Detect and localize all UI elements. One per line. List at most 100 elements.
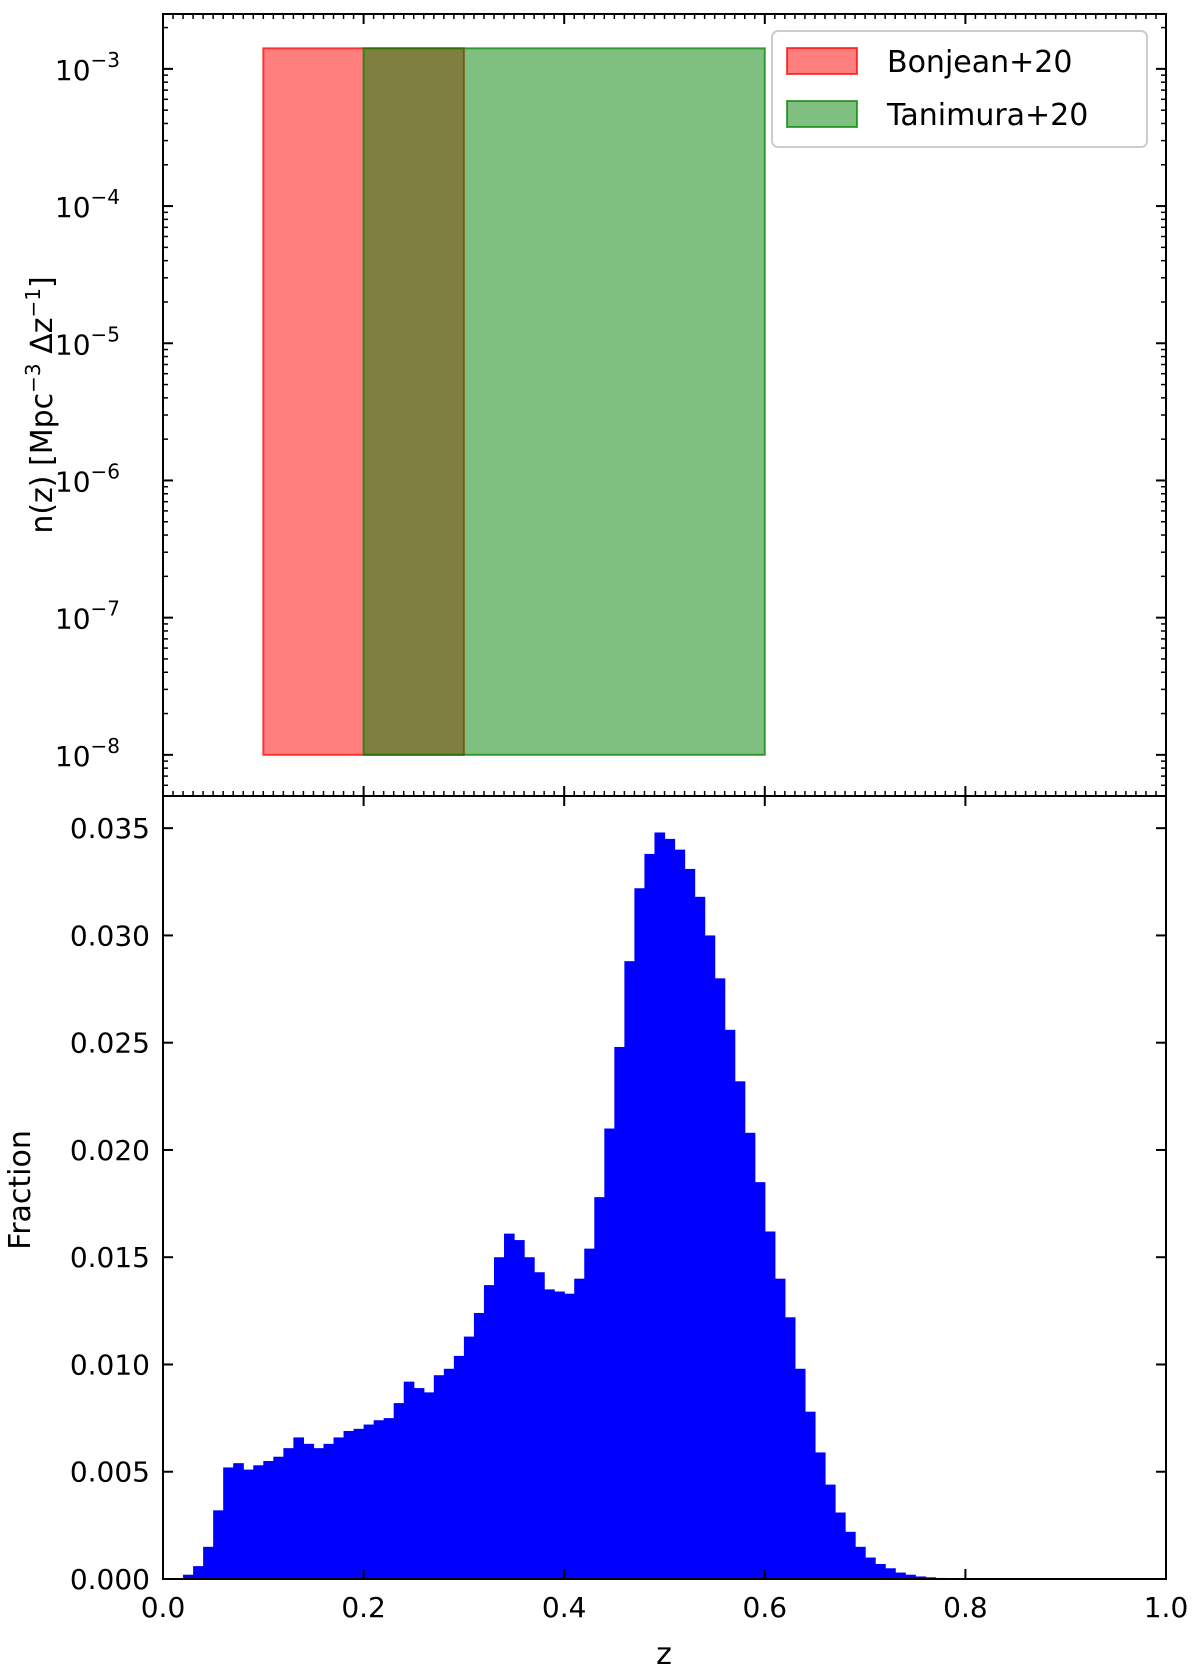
histogram-bar [403, 1381, 415, 1579]
histogram-bar [554, 1291, 565, 1579]
bottom-x-tick-label: 0.8 [943, 1591, 988, 1624]
histogram-bar [283, 1448, 294, 1579]
histogram-bar [905, 1574, 916, 1579]
histogram-bar [604, 1128, 615, 1579]
bottom-x-tick-label: 0.0 [141, 1591, 186, 1624]
top-y-tick-label: 10−7 [55, 597, 120, 636]
histogram-bar [584, 1248, 595, 1579]
histogram-bar [203, 1546, 214, 1579]
histogram-bar [363, 1424, 375, 1579]
histogram-bar [915, 1576, 926, 1579]
histogram-bar [293, 1437, 305, 1579]
histogram-bar [393, 1403, 405, 1579]
shaded-regions [262, 47, 766, 756]
bottom-axis-ticks: 0.000 0.005 0.010 0.015 0.020 0.025 0.030 0.035… [70, 796, 1188, 1624]
bottom-x-tick-label: 0.2 [341, 1591, 386, 1624]
histogram-bar [724, 1029, 736, 1579]
histogram-bar [213, 1510, 224, 1579]
histogram-bar [343, 1430, 355, 1579]
top-y-axis-label: n(z) [Mpc−3 Δz−1] [21, 276, 60, 533]
histogram-bar [534, 1272, 545, 1579]
histogram-bar [885, 1568, 896, 1579]
histogram-bar [263, 1461, 274, 1579]
histogram-bar [754, 1182, 766, 1579]
histogram-bar [564, 1293, 575, 1579]
histogram-bar [243, 1469, 254, 1579]
fraction-histogram-bars [183, 832, 977, 1579]
histogram-bar [744, 1132, 756, 1579]
histogram-bar [784, 1317, 796, 1579]
histogram-bar [524, 1257, 535, 1579]
histogram-bar [764, 1231, 776, 1579]
histogram-bar [303, 1443, 315, 1579]
bottom-x-tick-label: 0.4 [542, 1591, 587, 1624]
bottom-y-tick-label: 0.000 [70, 1563, 150, 1596]
histogram-bar [183, 1574, 194, 1579]
histogram-bar [654, 832, 666, 1579]
histogram-bar [373, 1420, 385, 1579]
legend: Bonjean+20 Tanimura+20 [771, 30, 1148, 148]
histogram-bar [443, 1368, 455, 1579]
top-y-tick-label: 10−3 [55, 48, 120, 87]
top-y-tick-label: 10−6 [55, 459, 120, 498]
histogram-bar [594, 1197, 605, 1579]
top-y-tick-label: 10−5 [55, 322, 120, 361]
histogram-bar [383, 1418, 395, 1579]
histogram-bar [794, 1368, 806, 1579]
bottom-x-axis-label: z [656, 1637, 672, 1672]
histogram-bar [865, 1557, 876, 1579]
histogram-bar [704, 935, 716, 1579]
histogram-bar [664, 838, 676, 1579]
histogram-bar [614, 1046, 625, 1579]
histogram-bar [463, 1336, 475, 1579]
bottom-y-tick-label: 0.035 [70, 812, 150, 845]
histogram-bar [473, 1312, 485, 1579]
legend-label-tanimura: Tanimura+20 [886, 98, 1088, 133]
histogram-bar [774, 1278, 786, 1579]
bottom-x-tick-label: 1.0 [1144, 1591, 1189, 1624]
bottom-y-tick-label: 0.020 [70, 1134, 150, 1167]
shaded-region-tanimura-20 [362, 47, 766, 756]
top-y-tick-label: 10−8 [55, 734, 120, 773]
histogram-bar [433, 1375, 445, 1579]
histogram-bar [453, 1355, 465, 1579]
legend-swatch-bonjean [786, 47, 858, 75]
bottom-x-tick-label: 0.6 [743, 1591, 788, 1624]
histogram-bar [895, 1572, 906, 1579]
legend-swatch-tanimura [786, 100, 858, 128]
histogram-bar [413, 1388, 425, 1579]
histogram-bar [323, 1443, 335, 1579]
bottom-y-tick-label: 0.025 [70, 1027, 150, 1060]
histogram-bar [814, 1452, 826, 1579]
histogram-bar [694, 896, 706, 1579]
histogram-bar [504, 1233, 515, 1579]
histogram-bar [804, 1411, 816, 1579]
bottom-panel-frame [162, 795, 1167, 1580]
histogram-bar [855, 1546, 866, 1579]
histogram-bar [483, 1285, 495, 1579]
histogram-bar [493, 1257, 505, 1579]
histogram-bar [544, 1289, 555, 1579]
histogram-bar [193, 1566, 204, 1579]
bottom-y-tick-label: 0.005 [70, 1456, 150, 1489]
histogram-bar [734, 1081, 746, 1579]
top-panel-nz-plot: 10−8 10−7 10−6 10−5 10−4 10−3 n(z) [Mpc−3 Δz−… [21, 13, 1167, 797]
histogram-bar [634, 888, 646, 1579]
histogram-bar [835, 1512, 846, 1579]
histogram-bar [875, 1563, 886, 1579]
histogram-bar [644, 853, 656, 1579]
histogram-bar [574, 1278, 585, 1579]
histogram-bar [313, 1448, 325, 1579]
histogram-bar [674, 849, 686, 1579]
histogram-bar [714, 978, 726, 1579]
histogram-bar [233, 1463, 244, 1579]
histogram-bar [845, 1531, 856, 1579]
bottom-y-axis-label: Fraction [3, 1130, 38, 1250]
histogram-bar [353, 1428, 365, 1579]
bottom-panel-fraction-histogram: 0.000 0.005 0.010 0.015 0.020 0.025 0.030 0.035… [3, 795, 1188, 1672]
histogram-bar [624, 961, 636, 1579]
histogram-bar [273, 1456, 284, 1579]
bottom-y-tick-label: 0.010 [70, 1348, 150, 1381]
bottom-y-tick-label: 0.015 [70, 1241, 150, 1274]
